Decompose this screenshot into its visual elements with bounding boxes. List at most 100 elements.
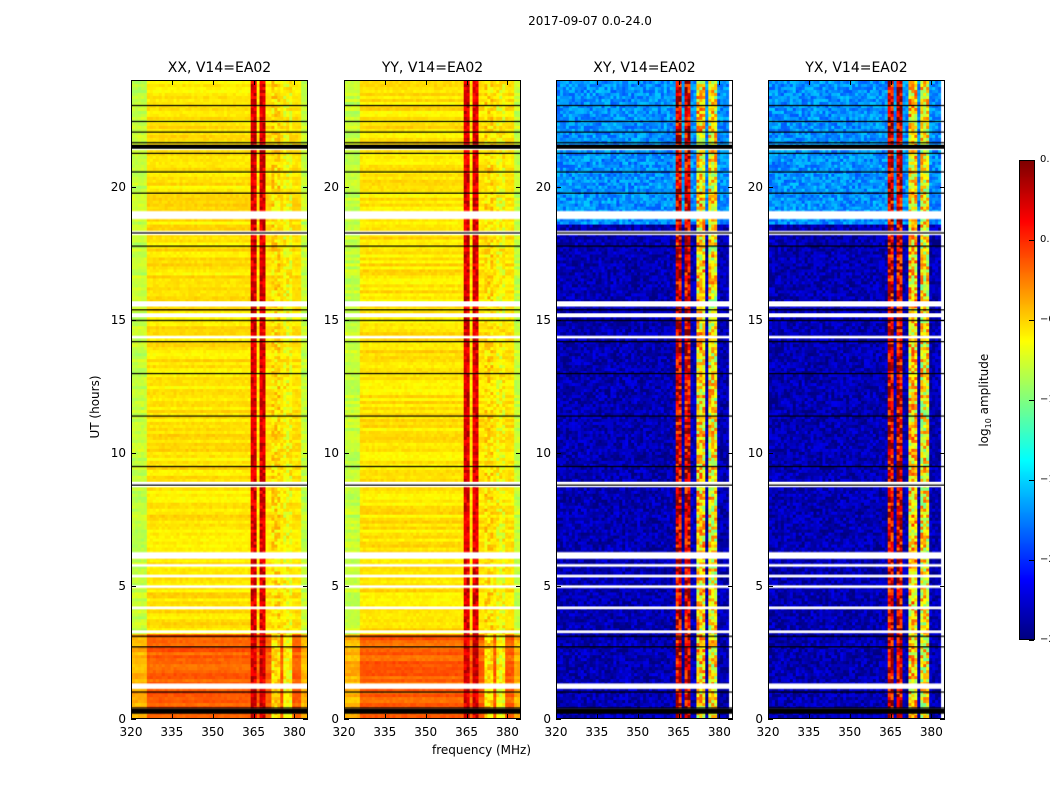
y-tick-mark [344,719,349,720]
x-tick-label: 365 [879,725,902,739]
x-tick-mark [344,714,345,719]
y-tick-mark [728,585,733,587]
y-tick-label: 5 [331,578,339,593]
y-tick-label: 20 [747,179,763,194]
x-tick-mark [637,80,639,85]
y-tick-label: 5 [118,578,126,593]
y-tick-label: 5 [755,578,763,593]
y-tick-mark [728,452,733,454]
y-tick-mark [344,585,349,587]
y-tick-label: 5 [543,578,551,593]
y-tick-label: 20 [110,179,126,194]
y-tick-mark [556,186,561,188]
x-tick-mark [556,714,557,719]
x-tick-mark [931,80,933,85]
x-tick-label: 365 [455,725,478,739]
panel-title: YX, V14=EA02 [805,60,908,76]
y-tick-label: 10 [535,445,551,460]
y-tick-mark [516,585,521,587]
x-tick-mark [425,80,427,85]
y-tick-mark [940,319,945,321]
x-tick-mark [466,80,468,85]
colorbar-tick-mark [1029,160,1034,161]
y-tick-mark [516,719,521,720]
y-tick-mark [556,719,561,720]
colorbar-label: log10 amplitude [976,353,994,447]
x-tick-mark [596,714,598,719]
y-tick-mark [768,585,773,587]
y-tick-mark [344,452,349,454]
colorbar-tick-mark [1029,240,1034,241]
heatmap-canvas [769,81,944,718]
y-tick-mark [940,452,945,454]
y-tick-label: 0 [331,712,339,726]
y-tick-mark [516,186,521,188]
x-tick-mark [253,714,255,719]
y-tick-mark [728,186,733,188]
y-tick-label: 10 [110,445,126,460]
x-tick-mark [212,714,214,719]
colorbar-tick-mark [1029,480,1034,481]
y-tick-mark [131,186,136,188]
y-tick-label: 10 [323,445,339,460]
panel-title: XY, V14=EA02 [593,60,696,76]
y-tick-label: 15 [535,312,551,327]
colorbar [1019,160,1035,640]
y-tick-mark [131,719,136,720]
x-tick-mark [507,80,509,85]
heatmap-panel [768,80,945,719]
x-tick-mark [719,714,721,719]
y-tick-mark [768,452,773,454]
x-tick-mark [384,714,386,719]
x-tick-label: 365 [667,725,690,739]
y-tick-mark [768,186,773,188]
x-tick-label: 335 [160,725,184,739]
x-tick-mark [294,80,296,85]
y-tick-label: 15 [323,312,339,327]
x-tick-mark [131,80,132,85]
x-tick-label: 320 [119,725,143,739]
x-tick-mark [849,80,851,85]
y-axis-label: UT (hours) [88,375,102,439]
y-tick-mark [768,719,773,720]
x-tick-label: 380 [707,725,731,739]
y-tick-mark [768,319,773,321]
y-tick-mark [344,319,349,321]
x-tick-mark [294,714,296,719]
y-tick-mark [940,585,945,587]
heatmap-panel [556,80,733,719]
x-tick-mark [131,714,132,719]
x-tick-mark [719,80,721,85]
colorbar-tick-label: −0.5 [1040,314,1050,325]
x-tick-mark [678,80,680,85]
x-tick-mark [171,714,173,719]
x-tick-mark [890,714,892,719]
heatmap-panel [131,80,308,719]
heatmap-canvas [557,81,732,718]
x-tick-mark [253,80,255,85]
y-tick-mark [556,585,561,587]
heatmap-canvas [132,81,307,718]
y-tick-mark [131,585,136,587]
figure-title: 2017-09-07 0.0-24.0 [528,14,652,28]
x-tick-label: 350 [201,725,225,739]
colorbar-tick-label: −1.0 [1040,394,1050,405]
y-tick-mark [940,719,945,720]
x-tick-label: 320 [544,725,568,739]
x-tick-label: 350 [838,725,862,739]
x-tick-mark [768,80,769,85]
x-tick-mark [344,80,345,85]
x-tick-label: 350 [626,725,650,739]
x-tick-mark [212,80,214,85]
y-tick-mark [303,452,308,454]
x-tick-mark [596,80,598,85]
x-tick-mark [384,80,386,85]
y-tick-mark [556,319,561,321]
y-tick-mark [303,585,308,587]
colorbar-tick-mark [1029,640,1034,641]
colorbar-tick-label: −2.0 [1040,554,1050,565]
x-tick-mark [808,714,810,719]
heatmap-canvas [345,81,520,718]
colorbar-tick-mark [1029,400,1034,401]
